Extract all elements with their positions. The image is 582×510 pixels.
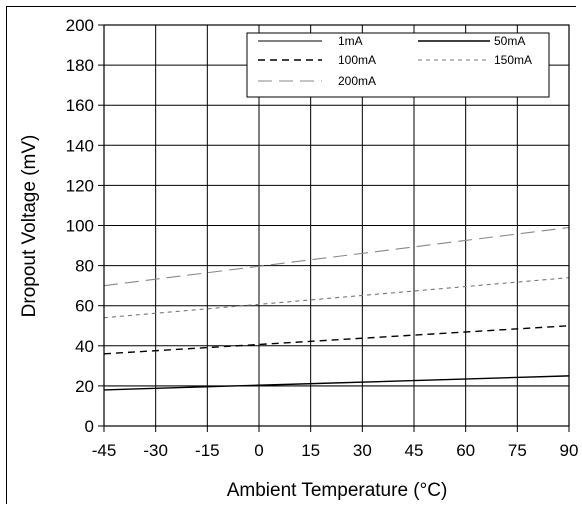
series-line-200ma bbox=[103, 226, 570, 287]
y-axis-label: Dropout Voltage (mV) bbox=[19, 135, 40, 318]
y-tick-label: 100 bbox=[66, 217, 94, 236]
x-tick-label: 60 bbox=[456, 441, 475, 460]
series-line-50ma bbox=[103, 375, 570, 391]
y-tick-label: 80 bbox=[75, 257, 94, 276]
legend-label-150ma: 150mA bbox=[494, 53, 532, 67]
legend-box bbox=[246, 32, 550, 98]
x-tick-label: 0 bbox=[254, 441, 263, 460]
x-tick-label: 15 bbox=[301, 441, 320, 460]
legend: 1mA 50mA 100mA 150mA 200mA bbox=[246, 32, 550, 98]
series-lines bbox=[103, 226, 570, 391]
y-tick-label: 140 bbox=[66, 136, 94, 155]
y-tick-label: 180 bbox=[66, 56, 94, 75]
y-tick-label: 200 bbox=[66, 16, 94, 35]
series-line-150ma bbox=[103, 277, 570, 319]
x-tick-label: 45 bbox=[405, 441, 424, 460]
y-tick-label: 160 bbox=[66, 96, 94, 115]
x-tick-label: -30 bbox=[143, 441, 168, 460]
y-tick-label: 120 bbox=[66, 176, 94, 195]
series-line-100ma bbox=[103, 325, 570, 355]
x-tick-labels: -45 -30 -15 0 15 30 45 60 75 90 bbox=[92, 441, 579, 460]
x-tick-label: 75 bbox=[508, 441, 527, 460]
legend-label-50ma: 50mA bbox=[494, 34, 525, 48]
x-tick-label: 90 bbox=[560, 441, 579, 460]
y-tick-label: 0 bbox=[85, 417, 94, 436]
y-tick-label: 40 bbox=[75, 337, 94, 356]
plot-border bbox=[103, 24, 570, 427]
figure-frame bbox=[6, 6, 576, 504]
y-tick-labels: 0 20 40 60 80 100 120 140 160 180 200 bbox=[66, 16, 94, 436]
legend-label-1ma: 1mA bbox=[338, 34, 363, 48]
legend-label-100ma: 100mA bbox=[338, 53, 376, 67]
legend-label-200ma: 200mA bbox=[338, 74, 376, 88]
x-axis-label: Ambient Temperature (°C) bbox=[227, 480, 448, 501]
y-tick-label: 60 bbox=[75, 297, 94, 316]
x-tick-label: -45 bbox=[92, 441, 117, 460]
x-tick-label: -15 bbox=[195, 441, 220, 460]
y-tick-label: 20 bbox=[75, 377, 94, 396]
x-tick-label: 30 bbox=[353, 441, 372, 460]
